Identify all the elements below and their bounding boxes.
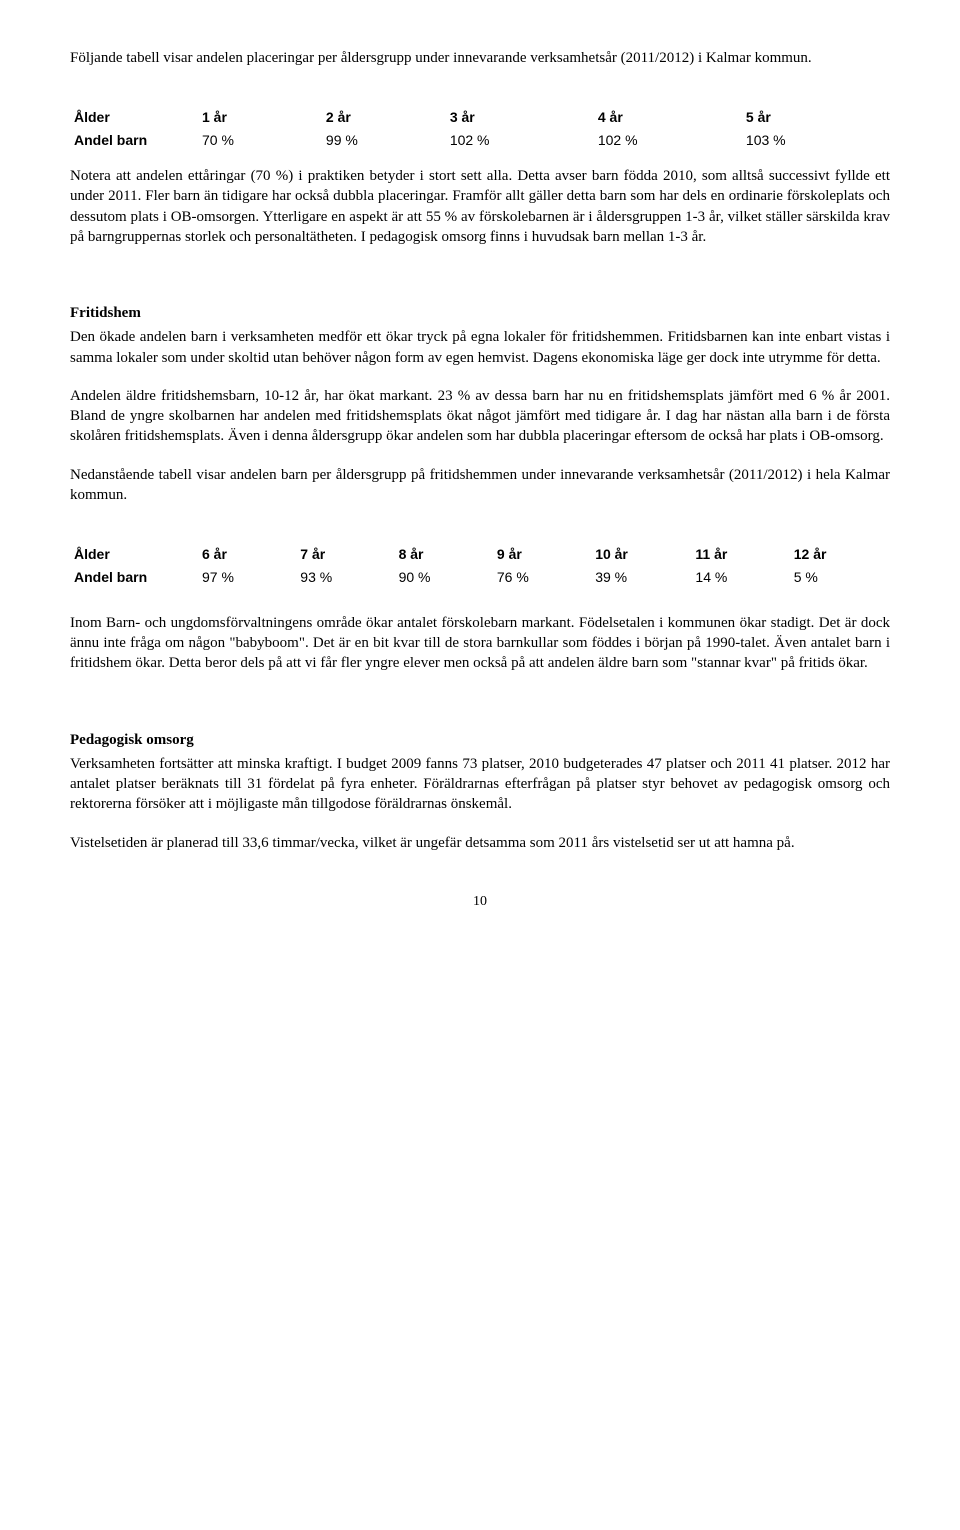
table-header-row: Ålder 1 år 2 år 3 år 4 år 5 år <box>70 106 890 129</box>
page-number: 10 <box>70 893 890 912</box>
col-header: 2 år <box>322 106 446 129</box>
cell: 39 % <box>591 566 691 589</box>
row-label: Andel barn <box>70 566 198 589</box>
col-header: 6 år <box>198 543 296 566</box>
cell: 90 % <box>395 566 493 589</box>
col-header: 1 år <box>198 106 322 129</box>
col-header: 10 år <box>591 543 691 566</box>
fritidshem-p1: Den ökade andelen barn i verksamheten me… <box>70 327 890 368</box>
cell: 70 % <box>198 129 322 152</box>
fritidshem-heading: Fritidshem <box>70 303 890 323</box>
header-label: Ålder <box>70 106 198 129</box>
col-header: 3 år <box>446 106 594 129</box>
cell: 14 % <box>691 566 789 589</box>
table-header-row: Ålder 6 år 7 år 8 år 9 år 10 år 11 år 12… <box>70 543 890 566</box>
table-data-row: Andel barn 70 % 99 % 102 % 102 % 103 % <box>70 129 890 152</box>
col-header: 12 år <box>790 543 890 566</box>
pedagogisk-p2: Vistelsetiden är planerad till 33,6 timm… <box>70 833 890 853</box>
paragraph-after-table1: Notera att andelen ettåringar (70 %) i p… <box>70 166 890 247</box>
paragraph-after-table2: Inom Barn- och ungdomsförvaltningens omr… <box>70 613 890 674</box>
col-header: 8 år <box>395 543 493 566</box>
col-header: 4 år <box>594 106 742 129</box>
table-data-row: Andel barn 97 % 93 % 90 % 76 % 39 % 14 %… <box>70 566 890 589</box>
cell: 102 % <box>446 129 594 152</box>
col-header: 7 år <box>296 543 394 566</box>
col-header: 9 år <box>493 543 591 566</box>
col-header: 11 år <box>691 543 789 566</box>
pedagogisk-heading: Pedagogisk omsorg <box>70 730 890 750</box>
cell: 103 % <box>742 129 890 152</box>
header-label: Ålder <box>70 543 198 566</box>
fritidshem-p3: Nedanstående tabell visar andelen barn p… <box>70 465 890 506</box>
age-table-2: Ålder 6 år 7 år 8 år 9 år 10 år 11 år 12… <box>70 543 890 589</box>
cell: 102 % <box>594 129 742 152</box>
cell: 97 % <box>198 566 296 589</box>
intro-paragraph: Följande tabell visar andelen placeringa… <box>70 48 890 68</box>
pedagogisk-p1: Verksamheten fortsätter att minska kraft… <box>70 754 890 815</box>
cell: 5 % <box>790 566 890 589</box>
age-table-1: Ålder 1 år 2 år 3 år 4 år 5 år Andel bar… <box>70 106 890 152</box>
fritidshem-p2: Andelen äldre fritidshemsbarn, 10-12 år,… <box>70 386 890 447</box>
cell: 99 % <box>322 129 446 152</box>
row-label: Andel barn <box>70 129 198 152</box>
cell: 93 % <box>296 566 394 589</box>
col-header: 5 år <box>742 106 890 129</box>
cell: 76 % <box>493 566 591 589</box>
